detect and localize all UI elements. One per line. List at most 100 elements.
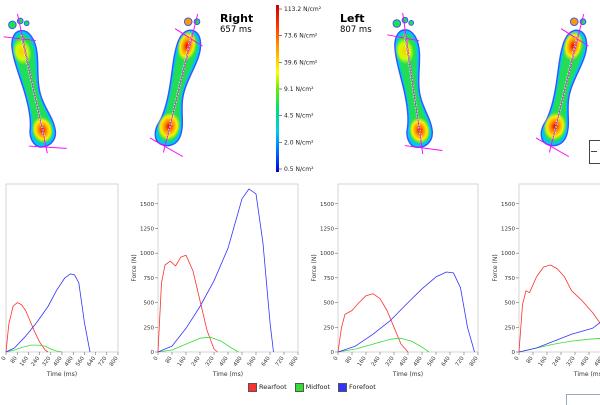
x-tick-label: 640 <box>86 355 97 367</box>
y-tick-label: 1500 <box>320 202 334 208</box>
plot-area <box>157 183 299 353</box>
colorbar-label: 2.0 N/cm² <box>284 139 314 146</box>
x-tick-label: 240 <box>552 355 563 367</box>
y-axis-label: Force (N) <box>492 254 499 281</box>
series-line-forefoot <box>518 322 600 353</box>
y-tick-label: 500 <box>144 301 155 307</box>
series-line-rearfoot <box>337 293 409 353</box>
footprint-right-1 <box>0 9 68 159</box>
x-tick-label: 800 <box>289 355 300 367</box>
x-tick-label: 80 <box>10 355 19 365</box>
y-tick-label: 1250 <box>140 226 154 232</box>
x-tick-label: 560 <box>75 355 86 367</box>
x-axis-label: Time (ms) <box>46 371 77 378</box>
colorbar-label: 4.5 N/cm² <box>284 113 314 120</box>
x-tick-label: 720 <box>275 355 286 367</box>
plot-area <box>5 183 119 353</box>
series-line-forefoot <box>337 271 475 353</box>
x-tick-label: 800 <box>109 355 120 367</box>
legend-label-midfoot: Midfoot <box>305 383 331 391</box>
y-tick-label: 250 <box>144 325 155 331</box>
x-tick-label: 80 <box>345 355 354 365</box>
y-tick-label: 1250 <box>501 226 515 232</box>
x-tick-label: 240 <box>191 355 202 367</box>
series-line-midfoot <box>157 336 239 353</box>
legend-label-rearfoot: Rearfoot <box>259 383 287 391</box>
x-tick-label: 640 <box>261 355 272 367</box>
force-chart-3: 0 250 500 750 1000 1250 1500 0 80 160 240 320 400 480… <box>311 183 480 378</box>
series-line-forefoot <box>5 273 91 353</box>
x-tick-label: 160 <box>177 355 188 367</box>
side-title-left: Left <box>340 12 365 25</box>
pressure-maps-panel: 113.2 N/cm² 73.6 N/cm² 39.6 N/cm² 9.1 N/cm²… <box>0 5 600 172</box>
series-line-rearfoot <box>518 264 600 353</box>
x-tick-label: 800 <box>469 355 480 367</box>
colorbar-label: 113.2 N/cm² <box>284 6 322 13</box>
y-tick-label: 1500 <box>140 202 154 208</box>
force-chart-1: 0 80 160 240 320 400 480 560 640 720 800 Time (ms) <box>1 183 120 378</box>
x-tick-label: 480 <box>413 355 424 367</box>
colorbar-label: 73.6 N/cm² <box>284 33 318 40</box>
x-tick-label: 400 <box>219 355 230 367</box>
y-tick-label: 0 <box>331 350 335 356</box>
series-line-forefoot <box>157 188 274 353</box>
x-tick-label: 320 <box>385 355 396 367</box>
y-tick-label: 1000 <box>501 251 515 257</box>
y-tick-label: 500 <box>505 301 516 307</box>
y-tick-label: 1250 <box>320 226 334 232</box>
y-tick-label: 1500 <box>501 202 515 208</box>
y-tick-label: 750 <box>144 276 155 282</box>
legend-label-forefoot: Forefoot <box>349 383 376 391</box>
x-tick-label: 320 <box>566 355 577 367</box>
x-tick-label: 400 <box>399 355 410 367</box>
scale-bracket <box>589 140 600 164</box>
colorbar-label: 39.6 N/cm² <box>284 59 318 66</box>
side-duration-right: 657 ms <box>220 25 252 35</box>
y-tick-label: 750 <box>505 276 516 282</box>
y-tick-label: 0 <box>151 350 155 356</box>
colorbar-labels: 113.2 N/cm² 73.6 N/cm² 39.6 N/cm² 9.1 N/cm²… <box>279 6 322 172</box>
force-legend: Rearfoot Midfoot Forefoot <box>248 381 376 393</box>
y-tick-label: 250 <box>505 325 516 331</box>
side-duration-left: 807 ms <box>340 25 372 35</box>
series-line-midfoot <box>337 337 430 353</box>
pressure-colorbar <box>276 5 279 172</box>
x-tick-label: 240 <box>371 355 382 367</box>
x-tick-label: 80 <box>165 355 174 365</box>
y-tick-label: 750 <box>324 276 335 282</box>
x-tick-label: 640 <box>441 355 452 367</box>
x-tick-label: 720 <box>455 355 466 367</box>
x-tick-label: 400 <box>580 355 591 367</box>
x-tick-label: 480 <box>233 355 244 367</box>
x-tick-label: 0 <box>514 355 521 362</box>
force-chart-4: 0 250 500 750 1000 1250 1500 0 80 160 240 320 400 480… <box>492 183 600 378</box>
footprint-left-2 <box>532 8 600 158</box>
x-tick-label: 80 <box>526 355 535 365</box>
colorbar-label: 9.1 N/cm² <box>284 86 314 93</box>
x-axis-label: Time (ms) <box>392 371 423 378</box>
y-tick-label: 1000 <box>140 251 154 257</box>
legend-swatch-forefoot <box>338 382 348 392</box>
x-tick-label: 560 <box>427 355 438 367</box>
y-tick-label: 0 <box>512 350 516 356</box>
legend-item-rearfoot: Rearfoot <box>248 382 287 392</box>
legend-item-midfoot: Midfoot <box>294 382 331 392</box>
colorbar-label: 0.5 N/cm² <box>284 166 314 172</box>
y-tick-label: 500 <box>324 301 335 307</box>
legend-item-forefoot: Forefoot <box>338 382 376 392</box>
series-line-midfoot <box>5 344 63 353</box>
x-tick-label: 240 <box>30 355 41 367</box>
plot-area <box>337 183 479 353</box>
y-axis-label: Force (N) <box>311 254 318 281</box>
scale-bracket-tick <box>591 151 597 152</box>
x-tick-label: 560 <box>247 355 258 367</box>
x-tick-label: 480 <box>594 355 600 367</box>
x-tick-label: 160 <box>357 355 368 367</box>
y-axis-label: Force (N) <box>131 254 138 281</box>
x-axis-label: Time (ms) <box>212 371 243 378</box>
x-tick-label: 400 <box>53 355 64 367</box>
x-tick-label: 0 <box>333 355 340 362</box>
x-tick-label: 160 <box>538 355 549 367</box>
legend-swatch-midfoot <box>294 382 304 392</box>
